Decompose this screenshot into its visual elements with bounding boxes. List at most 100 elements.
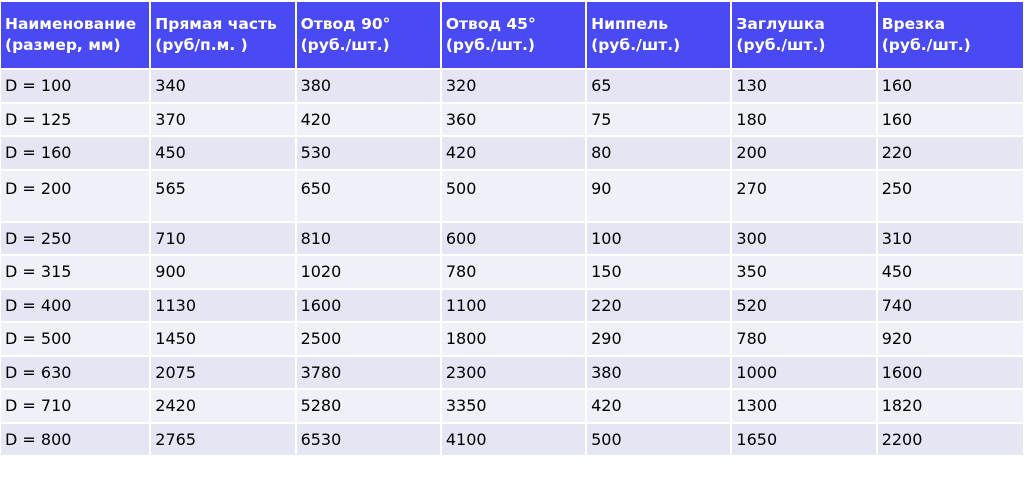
cell-tap: 740 [877, 289, 1023, 321]
cell-straight-part: 370 [151, 103, 295, 135]
header-cell-elbow-90: Отвод 90° (руб./шт.) [296, 2, 440, 68]
cell-nipple: 220 [587, 289, 731, 321]
table-row: D = 400 1130 1600 1100 220 520 740 [1, 289, 1023, 321]
header-unit: (размер, мм) [5, 36, 121, 54]
cell-straight-part: 2420 [151, 390, 295, 422]
table-row: D = 250 710 810 600 100 300 310 [1, 222, 1023, 254]
cell-elbow-45: 320 [441, 70, 586, 102]
table-row: D = 630 2075 3780 2300 380 1000 1600 [1, 356, 1023, 388]
table-row: D = 500 1450 2500 1800 290 780 920 [1, 323, 1023, 355]
cell-straight-part: 1450 [151, 323, 295, 355]
cell-straight-part: 900 [151, 256, 295, 288]
cell-tap: 1820 [877, 390, 1023, 422]
cell-elbow-90: 380 [296, 70, 440, 102]
cell-tap: 310 [877, 222, 1023, 254]
cell-nipple: 100 [587, 222, 731, 254]
table-row: D = 200 565 650 500 90 270 250 [1, 170, 1023, 221]
cell-cap: 1650 [732, 423, 876, 455]
cell-cap: 1300 [732, 390, 876, 422]
cell-size: D = 800 [1, 423, 150, 455]
cell-tap: 2200 [877, 423, 1023, 455]
cell-size: D = 125 [1, 103, 150, 135]
table-row: D = 125 370 420 360 75 180 160 [1, 103, 1023, 135]
cell-size: D = 315 [1, 256, 150, 288]
cell-elbow-90: 1020 [296, 256, 440, 288]
cell-cap: 780 [732, 323, 876, 355]
table-row: D = 100 340 380 320 65 130 160 [1, 70, 1023, 102]
cell-size: D = 400 [1, 289, 150, 321]
header-label: Заглушка [736, 15, 825, 33]
header-unit: (руб./шт.) [591, 36, 681, 54]
cell-cap: 180 [732, 103, 876, 135]
cell-nipple: 380 [587, 356, 731, 388]
cell-tap: 220 [877, 137, 1023, 169]
cell-size: D = 200 [1, 170, 150, 221]
cell-cap: 1000 [732, 356, 876, 388]
cell-nipple: 75 [587, 103, 731, 135]
header-label: Ниппель [591, 15, 669, 33]
table-row: D = 800 2765 6530 4100 500 1650 2200 [1, 423, 1023, 455]
cell-size: D = 630 [1, 356, 150, 388]
cell-nipple: 80 [587, 137, 731, 169]
header-cell-straight-part: Прямая часть (руб/п.м. ) [151, 2, 295, 68]
header-label: Прямая часть [155, 15, 277, 33]
cell-nipple: 65 [587, 70, 731, 102]
cell-size: D = 100 [1, 70, 150, 102]
cell-elbow-90: 2500 [296, 323, 440, 355]
price-table: Наименование (размер, мм) Прямая часть (ру… [1, 2, 1023, 455]
cell-elbow-90: 420 [296, 103, 440, 135]
cell-elbow-90: 650 [296, 170, 440, 221]
cell-elbow-45: 600 [441, 222, 586, 254]
table-body: D = 100 340 380 320 65 130 160 D = 125 3… [1, 70, 1023, 455]
cell-straight-part: 2765 [151, 423, 295, 455]
header-label: Наименование [5, 15, 137, 33]
cell-straight-part: 340 [151, 70, 295, 102]
header-cell-name: Наименование (размер, мм) [1, 2, 150, 68]
cell-elbow-45: 4100 [441, 423, 586, 455]
cell-nipple: 420 [587, 390, 731, 422]
header-cell-nipple: Ниппель (руб./шт.) [587, 2, 731, 68]
cell-elbow-90: 1600 [296, 289, 440, 321]
cell-tap: 160 [877, 70, 1023, 102]
cell-elbow-45: 1800 [441, 323, 586, 355]
header-label: Врезка [881, 15, 946, 33]
cell-size: D = 160 [1, 137, 150, 169]
cell-straight-part: 2075 [151, 356, 295, 388]
table-row: D = 315 900 1020 780 150 350 450 [1, 256, 1023, 288]
table-row: D = 160 450 530 420 80 200 220 [1, 137, 1023, 169]
cell-elbow-45: 3350 [441, 390, 586, 422]
cell-straight-part: 450 [151, 137, 295, 169]
cell-nipple: 290 [587, 323, 731, 355]
header-unit: (руб/п.м. ) [155, 36, 248, 54]
cell-straight-part: 565 [151, 170, 295, 221]
cell-size: D = 710 [1, 390, 150, 422]
cell-cap: 300 [732, 222, 876, 254]
cell-tap: 250 [877, 170, 1023, 221]
cell-elbow-45: 420 [441, 137, 586, 169]
header-cell-elbow-45: Отвод 45° (руб./шт.) [441, 2, 586, 68]
cell-nipple: 150 [587, 256, 731, 288]
cell-elbow-90: 530 [296, 137, 440, 169]
cell-elbow-45: 2300 [441, 356, 586, 388]
cell-elbow-45: 780 [441, 256, 586, 288]
cell-cap: 130 [732, 70, 876, 102]
header-cell-cap: Заглушка (руб./шт.) [732, 2, 876, 68]
cell-size: D = 250 [1, 222, 150, 254]
header-cell-tap: Врезка (руб./шт.) [877, 2, 1023, 68]
header-unit: (руб./шт.) [881, 36, 971, 54]
cell-elbow-90: 5280 [296, 390, 440, 422]
cell-straight-part: 1130 [151, 289, 295, 321]
header-label: Отвод 45° [445, 15, 536, 33]
cell-cap: 350 [732, 256, 876, 288]
cell-straight-part: 710 [151, 222, 295, 254]
cell-cap: 200 [732, 137, 876, 169]
cell-elbow-45: 1100 [441, 289, 586, 321]
cell-elbow-90: 3780 [296, 356, 440, 388]
cell-tap: 450 [877, 256, 1023, 288]
cell-cap: 270 [732, 170, 876, 221]
cell-nipple: 500 [587, 423, 731, 455]
cell-elbow-90: 6530 [296, 423, 440, 455]
cell-tap: 160 [877, 103, 1023, 135]
cell-elbow-45: 500 [441, 170, 586, 221]
cell-nipple: 90 [587, 170, 731, 221]
